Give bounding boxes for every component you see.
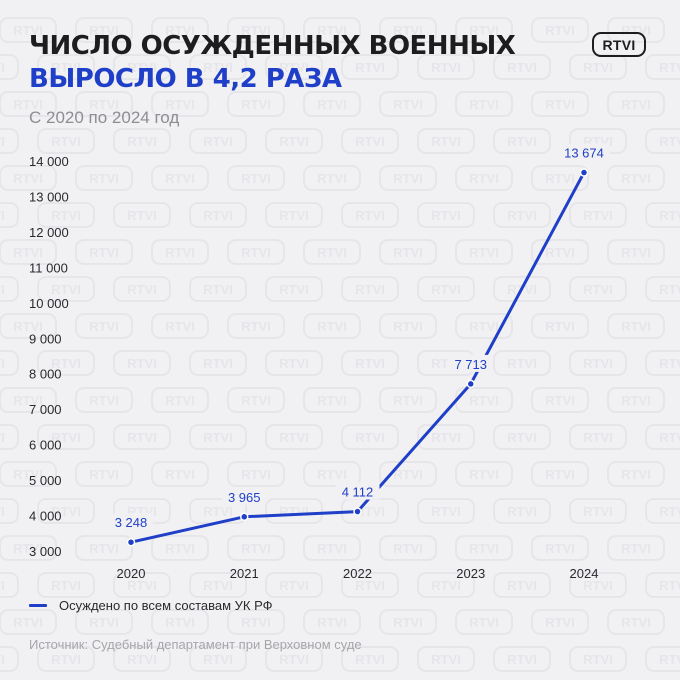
y-tick-label: 11 000 [29,260,68,275]
legend-line-swatch [29,604,47,607]
data-point [579,168,589,177]
chart-legend: Осуждено по всем составам УК РФ [29,598,273,613]
y-tick-label: 3 000 [29,544,62,559]
data-label: 4 112 [342,485,374,500]
data-label: 7 713 [454,357,487,372]
x-tick-label: 2024 [570,566,599,581]
y-tick-label: 8 000 [29,367,62,382]
x-tick-label: 2023 [456,566,485,581]
legend-label: Осуждено по всем составам УК РФ [59,598,273,613]
x-tick-label: 2022 [343,566,372,581]
data-label-bg [109,513,153,531]
y-tick-label: 6 000 [29,438,62,453]
title-line-1: ЧИСЛО ОСУЖДЕННЫХ ВОЕННЫХ [29,31,516,61]
data-label: 3 965 [228,490,261,505]
rtvi-logo: RTVI [592,32,646,57]
y-tick-label: 5 000 [29,473,62,488]
data-label: 3 248 [115,515,148,530]
y-tick-label: 9 000 [29,331,62,346]
data-label: 13 674 [564,146,604,161]
title-line-2: ВЫРОСЛО В 4,2 РАЗА [29,64,342,94]
y-tick-label: 10 000 [29,296,69,311]
data-label-bg [335,482,380,500]
x-tick-label: 2021 [230,566,259,581]
y-tick-label: 13 000 [29,189,69,204]
data-point [466,379,475,389]
y-tick-label: 7 000 [29,402,62,417]
data-point [126,537,136,547]
chart-title: ЧИСЛО ОСУЖДЕННЫХ ВОЕННЫХ ВЫРОСЛО В 4,2 Р… [29,30,516,96]
data-point [353,507,362,516]
x-tick-label: 2020 [117,566,146,581]
y-tick-label: 12 000 [29,225,69,240]
y-tick-label: 14 000 [29,154,69,169]
y-tick-label: 4 000 [29,509,62,524]
data-label-bg [222,487,267,505]
data-label-bg [558,143,610,161]
data-label-bg [448,354,493,372]
data-point [240,512,249,522]
chart-subtitle: С 2020 по 2024 год [29,108,180,127]
source-note: Источник: Судебный департамент при Верхо… [29,637,362,652]
